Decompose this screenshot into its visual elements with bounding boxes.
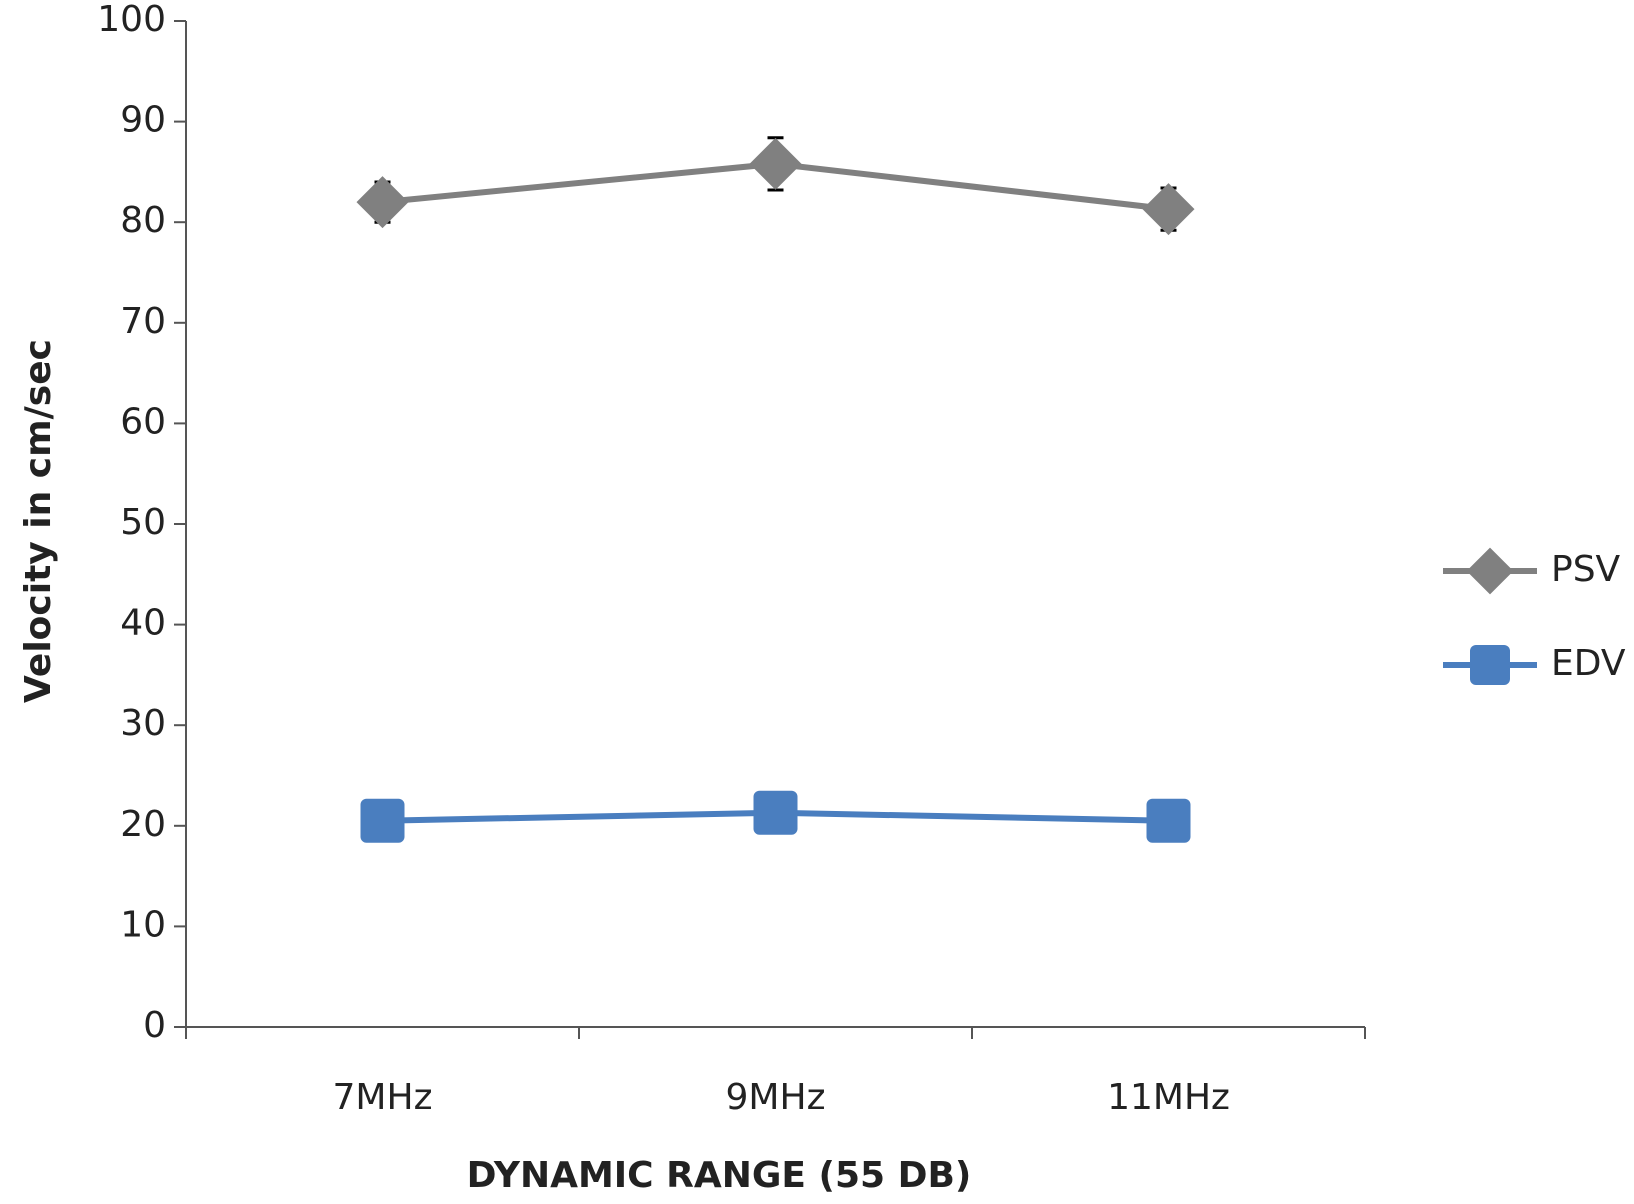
marker [1146,798,1191,843]
y-tick-label: 20 [120,804,166,845]
legend-label: EDV [1551,643,1626,684]
y-tick-label: 0 [143,1005,166,1046]
marker [356,176,409,229]
y-tick-label: 100 [97,0,166,40]
y-tick-label: 90 [120,100,166,141]
legend-label: PSV [1551,549,1621,590]
x-axis-title: DYNAMIC RANGE (55 DB) [467,1155,972,1196]
x-tick-label: 9MHz [726,1077,826,1118]
y-tick-label: 40 [120,603,166,644]
y-tick-label: 50 [120,502,166,543]
marker [753,790,798,835]
marker [749,137,802,190]
y-tick-label: 60 [120,401,166,442]
y-tick-label: 10 [120,904,166,945]
y-tick-label: 70 [120,301,166,342]
y-tick-label: 80 [120,200,166,241]
y-axis-title: Velocity in cm/sec [18,339,59,703]
x-tick-label: 7MHz [333,1077,433,1118]
legend-marker [1466,547,1514,595]
x-tick-label: 11MHz [1107,1077,1230,1118]
y-tick-label: 30 [120,703,166,744]
marker [1142,183,1195,236]
legend-marker [1470,645,1510,685]
marker [360,798,405,843]
